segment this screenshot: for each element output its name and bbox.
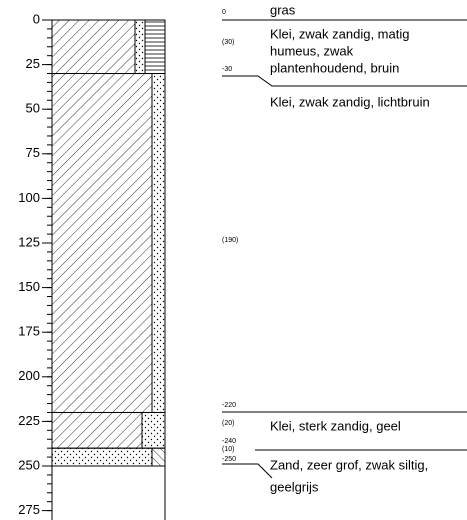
depth-tick-label: 175 xyxy=(18,324,40,339)
layer-description: Klei, zwak zandig, matig xyxy=(270,26,409,41)
boundary-line xyxy=(222,75,467,87)
layer-description: Klei, sterk zandig, geel xyxy=(270,418,401,433)
layer-description: plantenhoudend, bruin xyxy=(270,60,399,75)
soil-pattern xyxy=(51,411,143,449)
boundary-line xyxy=(222,463,273,479)
depth-tick-label: 250 xyxy=(18,457,40,472)
depth-tick-label: 100 xyxy=(18,190,40,205)
layer-thickness: (10) xyxy=(222,446,234,453)
depth-tick-label: 0 xyxy=(33,11,40,26)
soil-pattern xyxy=(151,73,166,413)
depth-tick-label: 125 xyxy=(18,234,40,249)
boundary-depth: -30 xyxy=(222,66,232,73)
soil-pattern xyxy=(144,19,166,75)
soil-pattern xyxy=(141,411,166,449)
boundary-depth: -220 xyxy=(222,402,236,409)
boundary-depth: -240 xyxy=(222,438,236,445)
soil-pattern xyxy=(51,73,153,413)
layer-description: Klei, zwak zandig, lichtbruin xyxy=(270,94,430,109)
column-outline xyxy=(51,466,166,520)
layer-thickness: (30) xyxy=(222,39,234,46)
boundary-depth: -250 xyxy=(222,456,236,463)
depth-tick-label: 275 xyxy=(18,502,40,517)
depth-tick-label: 75 xyxy=(26,145,40,160)
soil-pattern xyxy=(134,19,146,75)
soil-pattern xyxy=(151,447,166,467)
layer-thickness: (20) xyxy=(222,420,234,427)
soil-pattern xyxy=(51,447,153,467)
depth-tick-label: 50 xyxy=(26,101,40,116)
soil-pattern xyxy=(51,19,136,75)
depth-tick-label: 200 xyxy=(18,368,40,383)
depth-tick-label: 150 xyxy=(18,279,40,294)
depth-tick-label: 225 xyxy=(18,413,40,428)
layer-description: Zand, zeer grof, zwak siltig, xyxy=(270,457,428,472)
layer-description: geelgrijs xyxy=(270,479,319,494)
layer-thickness: (190) xyxy=(222,237,238,244)
surface-label: gras xyxy=(270,2,296,17)
boundary-depth: 0 xyxy=(222,9,226,16)
depth-tick-label: 25 xyxy=(26,56,40,71)
layer-description: humeus, zwak xyxy=(270,43,354,58)
